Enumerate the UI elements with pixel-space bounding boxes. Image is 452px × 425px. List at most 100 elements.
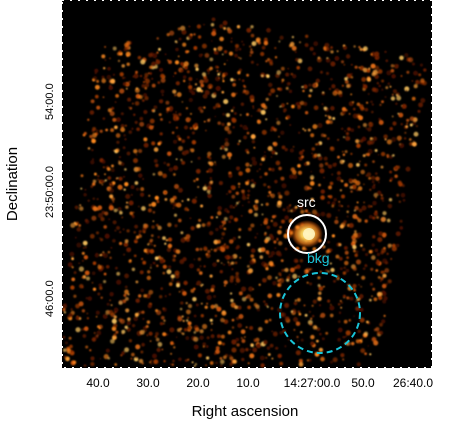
emission-speckle: [354, 253, 358, 257]
emission-speckle: [142, 177, 145, 181]
emission-speckle: [312, 124, 318, 130]
emission-speckle: [69, 251, 75, 257]
emission-speckle: [223, 243, 227, 246]
emission-speckle: [280, 259, 284, 263]
emission-speckle: [204, 288, 210, 294]
emission-speckle: [240, 329, 246, 335]
emission-speckle: [374, 51, 380, 57]
emission-speckle: [135, 280, 139, 284]
emission-speckle: [116, 177, 119, 179]
emission-speckle: [193, 336, 199, 342]
emission-speckle: [100, 296, 103, 299]
emission-speckle: [232, 236, 237, 241]
source-region-circle[interactable]: [287, 214, 327, 254]
emission-speckle: [237, 142, 240, 146]
emission-speckle: [135, 298, 140, 303]
emission-speckle: [268, 92, 272, 96]
emission-speckle: [327, 240, 330, 244]
emission-speckle: [299, 100, 305, 106]
emission-speckle: [113, 307, 119, 313]
emission-speckle: [185, 149, 190, 155]
emission-speckle: [342, 159, 345, 163]
emission-speckle: [143, 142, 149, 148]
emission-speckle: [377, 237, 383, 243]
emission-speckle: [409, 123, 413, 127]
emission-speckle: [152, 261, 155, 264]
emission-speckle: [391, 74, 396, 79]
emission-speckle: [151, 225, 155, 229]
emission-speckle: [147, 270, 151, 274]
emission-speckle: [319, 168, 325, 174]
emission-speckle: [406, 118, 410, 122]
emission-speckle: [86, 317, 90, 320]
emission-speckle: [200, 302, 203, 305]
emission-speckle: [372, 69, 378, 75]
emission-speckle: [260, 363, 265, 368]
emission-speckle: [178, 112, 182, 117]
emission-speckle: [123, 188, 126, 191]
emission-speckle: [230, 302, 236, 308]
emission-speckle: [129, 211, 134, 216]
emission-speckle: [117, 207, 122, 212]
emission-speckle: [112, 335, 117, 340]
emission-speckle: [366, 172, 372, 177]
emission-speckle: [138, 205, 140, 208]
emission-speckle: [278, 135, 280, 138]
emission-speckle: [148, 289, 154, 295]
emission-speckle: [310, 170, 313, 173]
emission-speckle: [397, 180, 402, 185]
emission-speckle: [319, 163, 324, 168]
emission-speckle: [230, 37, 233, 40]
emission-speckle: [356, 297, 360, 302]
emission-speckle: [318, 286, 324, 291]
emission-speckle: [272, 221, 278, 227]
emission-speckle: [120, 162, 125, 166]
emission-speckle: [174, 270, 180, 276]
emission-speckle: [213, 248, 218, 253]
emission-speckle: [218, 76, 221, 79]
emission-speckle: [419, 63, 423, 67]
emission-speckle: [291, 308, 297, 314]
emission-speckle: [149, 65, 153, 69]
emission-speckle: [238, 186, 240, 188]
emission-speckle: [320, 211, 326, 217]
emission-speckle: [235, 92, 238, 95]
emission-speckle: [254, 340, 256, 342]
emission-speckle: [319, 332, 322, 336]
emission-speckle: [304, 270, 307, 273]
emission-speckle: [91, 138, 96, 144]
emission-speckle: [344, 183, 349, 187]
emission-speckle: [358, 208, 363, 213]
emission-speckle: [355, 139, 360, 144]
emission-speckle: [170, 274, 175, 279]
emission-speckle: [62, 308, 66, 312]
emission-speckle: [387, 279, 392, 284]
emission-speckle: [108, 218, 111, 221]
emission-speckle: [71, 257, 75, 261]
plot-frame: [61, 0, 433, 369]
emission-speckle: [250, 248, 256, 253]
background-region-circle[interactable]: [279, 272, 361, 354]
emission-speckle: [153, 244, 156, 247]
emission-speckle: [327, 164, 331, 168]
emission-speckle: [106, 302, 110, 306]
emission-speckle: [366, 77, 372, 82]
emission-speckle: [229, 204, 234, 209]
emission-speckle: [214, 352, 217, 355]
emission-speckle: [157, 225, 162, 231]
emission-speckle: [193, 179, 196, 183]
emission-speckle: [195, 303, 199, 307]
emission-speckle: [222, 112, 226, 116]
emission-speckle: [239, 124, 243, 128]
emission-speckle: [352, 107, 356, 111]
emission-speckle: [146, 320, 151, 324]
emission-speckle: [345, 330, 351, 336]
emission-speckle: [355, 259, 362, 265]
emission-speckle: [251, 35, 253, 38]
emission-speckle: [97, 175, 100, 178]
emission-speckle: [250, 223, 255, 228]
emission-speckle: [198, 218, 202, 222]
emission-speckle: [143, 137, 148, 142]
emission-speckle: [223, 50, 228, 54]
emission-speckle: [300, 209, 305, 214]
